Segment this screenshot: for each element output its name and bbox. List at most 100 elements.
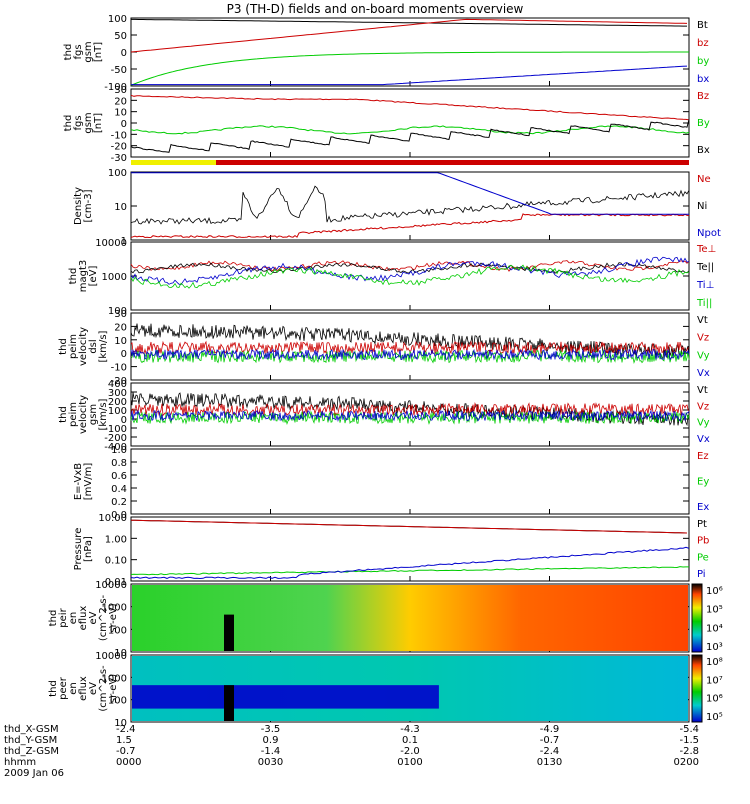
x-axis-value: 0130 [537, 757, 562, 768]
x-axis-value: -4.9 [540, 724, 560, 735]
y-axis-label: peer [58, 676, 69, 700]
y-axis-label: [km/s] [98, 398, 109, 430]
y-axis-label: (cm^2-s- [98, 665, 109, 712]
y-tick-label: 1 [121, 236, 127, 247]
legend-Vx: Vx [697, 368, 710, 379]
y-tick-label: 0.4 [111, 484, 127, 495]
colorbar-label: 10⁷ [706, 675, 723, 686]
x-axis-value: -4.3 [400, 724, 420, 735]
line-Pb [130, 519, 688, 534]
x-axis-value: -0.7 [116, 746, 136, 757]
orbit-bar-yellow [131, 160, 216, 165]
panel-frame [130, 171, 690, 241]
y-axis-label: dsl [88, 339, 99, 353]
legend-Pt: Pt [697, 519, 707, 530]
legend-By: By [697, 118, 710, 129]
colorbar-label: 10⁸ [706, 657, 723, 668]
line-bx [131, 65, 688, 86]
y-tick-label: 20 [114, 322, 127, 333]
y-tick-label: 30 [114, 309, 127, 320]
legend-Te||: Te|| [696, 262, 714, 273]
y-axis-label: peir [58, 607, 69, 627]
legend-Ex: Ex [697, 502, 709, 513]
x-axis-value: -2.0 [400, 746, 420, 757]
y-tick-label: 100 [108, 696, 127, 707]
y-axis-label: [eV] [88, 266, 99, 287]
x-axis-value: 1.5 [116, 735, 132, 746]
y-tick-label: 10 [114, 648, 127, 659]
y-axis-label: sr-eV) [108, 674, 119, 703]
y-axis-label: fgs [73, 115, 84, 130]
y-axis-label: eflux [78, 606, 89, 631]
y-tick-label: 0.6 [111, 471, 127, 482]
y-tick-label: 50 [114, 31, 127, 42]
legend-Vz: Vz [697, 333, 709, 344]
y-tick-label: 10 [114, 108, 127, 119]
y-tick-label: 200 [108, 397, 127, 408]
x-axis-value: -1.5 [679, 735, 699, 746]
y-axis-label: [mV/m] [83, 463, 94, 501]
y-axis-label: peim [68, 334, 79, 359]
y-tick-label: 300 [108, 388, 127, 399]
spectrogram-gap [224, 614, 234, 651]
legend-bz: bz [697, 38, 709, 49]
y-axis-label: gsm [83, 41, 94, 62]
y-tick-label: -200 [104, 433, 127, 444]
x-axis-value: 0.1 [402, 735, 418, 746]
legend-Ne: Ne [697, 174, 711, 185]
y-tick-label: -50 [111, 65, 127, 76]
y-tick-label: -10 [111, 130, 127, 141]
legend-Te⊥: Te⊥ [696, 244, 716, 255]
y-axis-label: eV [88, 682, 99, 695]
orbit-bar-red [216, 160, 689, 165]
y-axis-label: eV [88, 611, 99, 624]
y-tick-label: 400 [108, 379, 127, 390]
y-axis-label: E=-VxB [73, 463, 84, 500]
y-axis-label: magt3 [78, 260, 89, 293]
y-axis-label: Pressure [73, 528, 84, 571]
y-tick-label: -100 [104, 82, 127, 93]
colorbar-label: 10⁵ [706, 605, 723, 616]
y-axis-label: thd [48, 610, 59, 627]
legend-Ti⊥: Ti⊥ [696, 280, 714, 291]
legend-Pb: Pb [697, 536, 709, 547]
panel-temperature: 10000 1000 100 thd magt3 [eV] Te⊥ Te|| Ti⊥ Ti|| [68, 238, 716, 317]
y-axis-label: gsm [88, 404, 99, 425]
x-axis-value: -2.8 [679, 746, 699, 757]
line-Vy [130, 349, 690, 364]
colorbar-label: 10⁵ [706, 712, 723, 723]
y-tick-label: 10.00 [98, 513, 127, 524]
panel-peer-spectrogram: 10000 1000 100 10 thd peer en eflux eV (cm^2-s-sr… [48, 651, 723, 729]
y-tick-label: -20 [111, 376, 127, 387]
y-tick-label: 1.00 [105, 534, 127, 545]
y-tick-label: 0.10 [105, 556, 127, 567]
y-tick-label: 10 [114, 202, 127, 213]
colorbar-label: 10⁶ [706, 694, 723, 705]
legend-Ni: Ni [697, 201, 707, 212]
x-axis-value: -2.4 [540, 746, 560, 757]
y-axis-label: sr-eV) [108, 603, 119, 632]
line-Ti-perp [130, 256, 690, 286]
line-Pe [130, 566, 689, 576]
colorbar-label: 10⁶ [706, 586, 723, 597]
y-axis-label: peim [68, 402, 79, 427]
colorbar-label: 10³ [706, 642, 723, 653]
y-tick-label: 20 [114, 96, 127, 107]
y-tick-label: 10000 [95, 651, 127, 662]
legend-Vt: Vt [697, 315, 708, 326]
y-axis-label: thd [63, 44, 74, 61]
x-axis-value: -2.4 [116, 724, 136, 735]
x-axis-value: 0100 [397, 757, 422, 768]
y-tick-label: 0.2 [111, 497, 127, 508]
y-axis-label: fgs [73, 44, 84, 59]
y-tick-label: 1.0 [111, 445, 127, 456]
legend-Vy: Vy [697, 418, 710, 429]
y-tick-label: -20 [111, 142, 127, 153]
x-axis-row-label: thd_Y-GSM [4, 735, 57, 746]
line-Bz [130, 94, 690, 121]
x-axis-date: 2009 Jan 06 [4, 768, 64, 779]
line-Pi [130, 546, 690, 580]
y-tick-label: -100 [104, 424, 127, 435]
